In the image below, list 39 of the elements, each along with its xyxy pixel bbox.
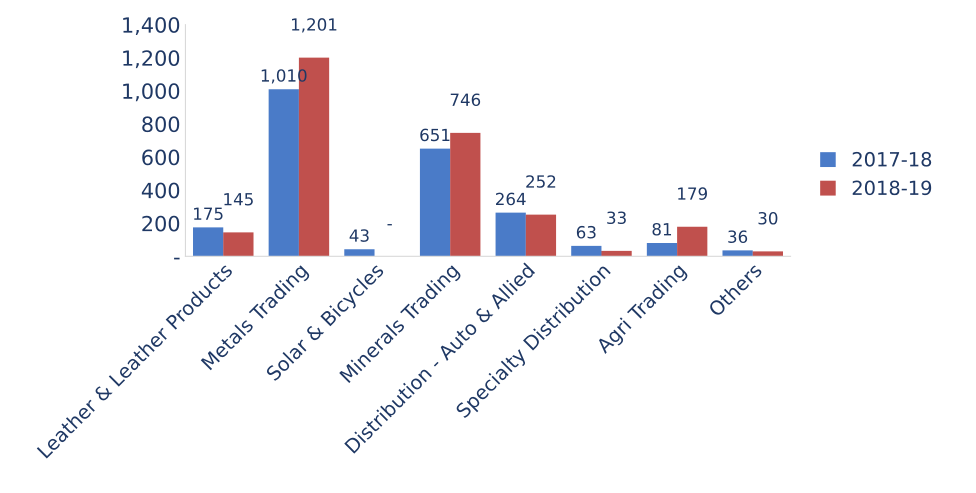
data-label: 33 (607, 211, 626, 224)
bar (646, 242, 678, 256)
bar (526, 214, 556, 256)
data-label: 81 (652, 222, 672, 236)
data-label: 36 (728, 230, 748, 244)
bar (601, 250, 632, 256)
y-tick-label: 800 (142, 116, 180, 132)
legend-label: 2018-19 (852, 180, 932, 196)
data-label: 746 (450, 93, 480, 106)
bar (420, 148, 450, 256)
data-label: 63 (576, 226, 596, 239)
data-label: 30 (758, 212, 778, 225)
y-tick-label: - (174, 258, 180, 260)
data-label: 252 (526, 175, 556, 188)
y-tick-label: 200 (142, 216, 180, 232)
bar (268, 89, 299, 256)
data-label: 43 (350, 229, 369, 242)
bar (496, 212, 526, 256)
y-tick-label: 1,000 (123, 83, 180, 102)
data-label: - (387, 224, 392, 226)
bar (722, 250, 753, 256)
data-label: 264 (496, 192, 526, 206)
data-label: 1,201 (292, 18, 336, 32)
data-label: 651 (420, 128, 450, 142)
y-tick-label: 600 (142, 150, 180, 166)
y-tick-label: 1,200 (123, 50, 180, 68)
y-tick-label: 400 (142, 182, 180, 198)
legend-label: 2017-18 (852, 152, 932, 167)
bar (571, 246, 602, 256)
bar (677, 226, 708, 256)
bar (193, 227, 224, 256)
data-label: 145 (224, 193, 253, 206)
bar (344, 249, 375, 256)
data-label: 179 (678, 187, 707, 200)
data-label: 175 (194, 208, 223, 220)
y-tick-label: 1,400 (123, 17, 180, 35)
bar (752, 251, 783, 256)
bar (450, 132, 480, 256)
bar (223, 232, 254, 256)
